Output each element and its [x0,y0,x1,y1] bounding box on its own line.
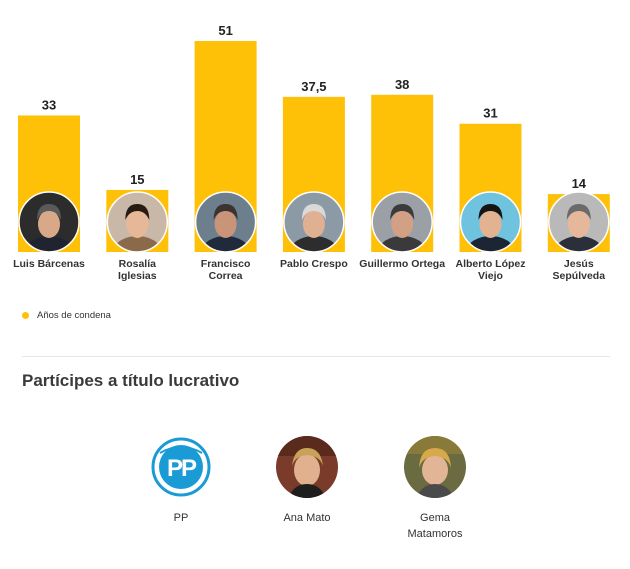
svg-text:PP: PP [167,455,197,482]
bar-value-label: 33 [42,97,56,112]
divider [22,356,610,357]
correa-photo-icon [194,191,257,253]
section-title: Partícipes a título lucrativo [22,371,240,390]
crespo-photo-icon [283,191,345,253]
category-label: Jesús Sepúlveda [552,258,606,282]
participant-pp: PP PP [126,436,236,526]
bar-value-label: 51 [218,23,232,38]
category-label: Alberto López Viejo [455,258,526,282]
bar-value-label: 37,5 [301,79,326,94]
pp-logo-icon: PP [150,436,212,498]
bar-value-label: 14 [572,176,587,191]
participant-name: Ana Mato [283,512,331,524]
legend: Años de condena [22,310,111,321]
lopez-viejo-photo-icon [459,191,522,253]
category-label: Luis Bárcenas [13,258,85,270]
barcenas-photo-icon [18,191,80,253]
category-label: Pablo Crespo [280,258,348,270]
legend-dot [22,312,29,319]
participant-ana-mato: Ana Mato [252,436,362,526]
participant-name: PP [173,512,189,524]
ana-mato-photo-icon [276,436,338,498]
bar-value-label: 31 [483,106,497,121]
category-label: Rosalía Iglesias [118,258,157,282]
participant-gema-matamoros: Gema Matamoros [380,436,490,542]
iglesias-photo-icon [106,191,169,253]
bar-chart: 33 15 51 37,5 38 31 14 [18,23,610,253]
category-label: Francisco Correa [200,258,251,282]
participant-name: Gema Matamoros [407,512,463,540]
sepulveda-photo-icon [548,191,610,253]
bar-value-label: 38 [395,77,409,92]
bar-value-label: 15 [130,172,144,187]
category-label: Guillermo Ortega [359,258,446,270]
ortega-photo-icon [371,191,433,253]
legend-label: Años de condena [37,310,111,321]
gema-matamoros-photo-icon [404,436,466,498]
